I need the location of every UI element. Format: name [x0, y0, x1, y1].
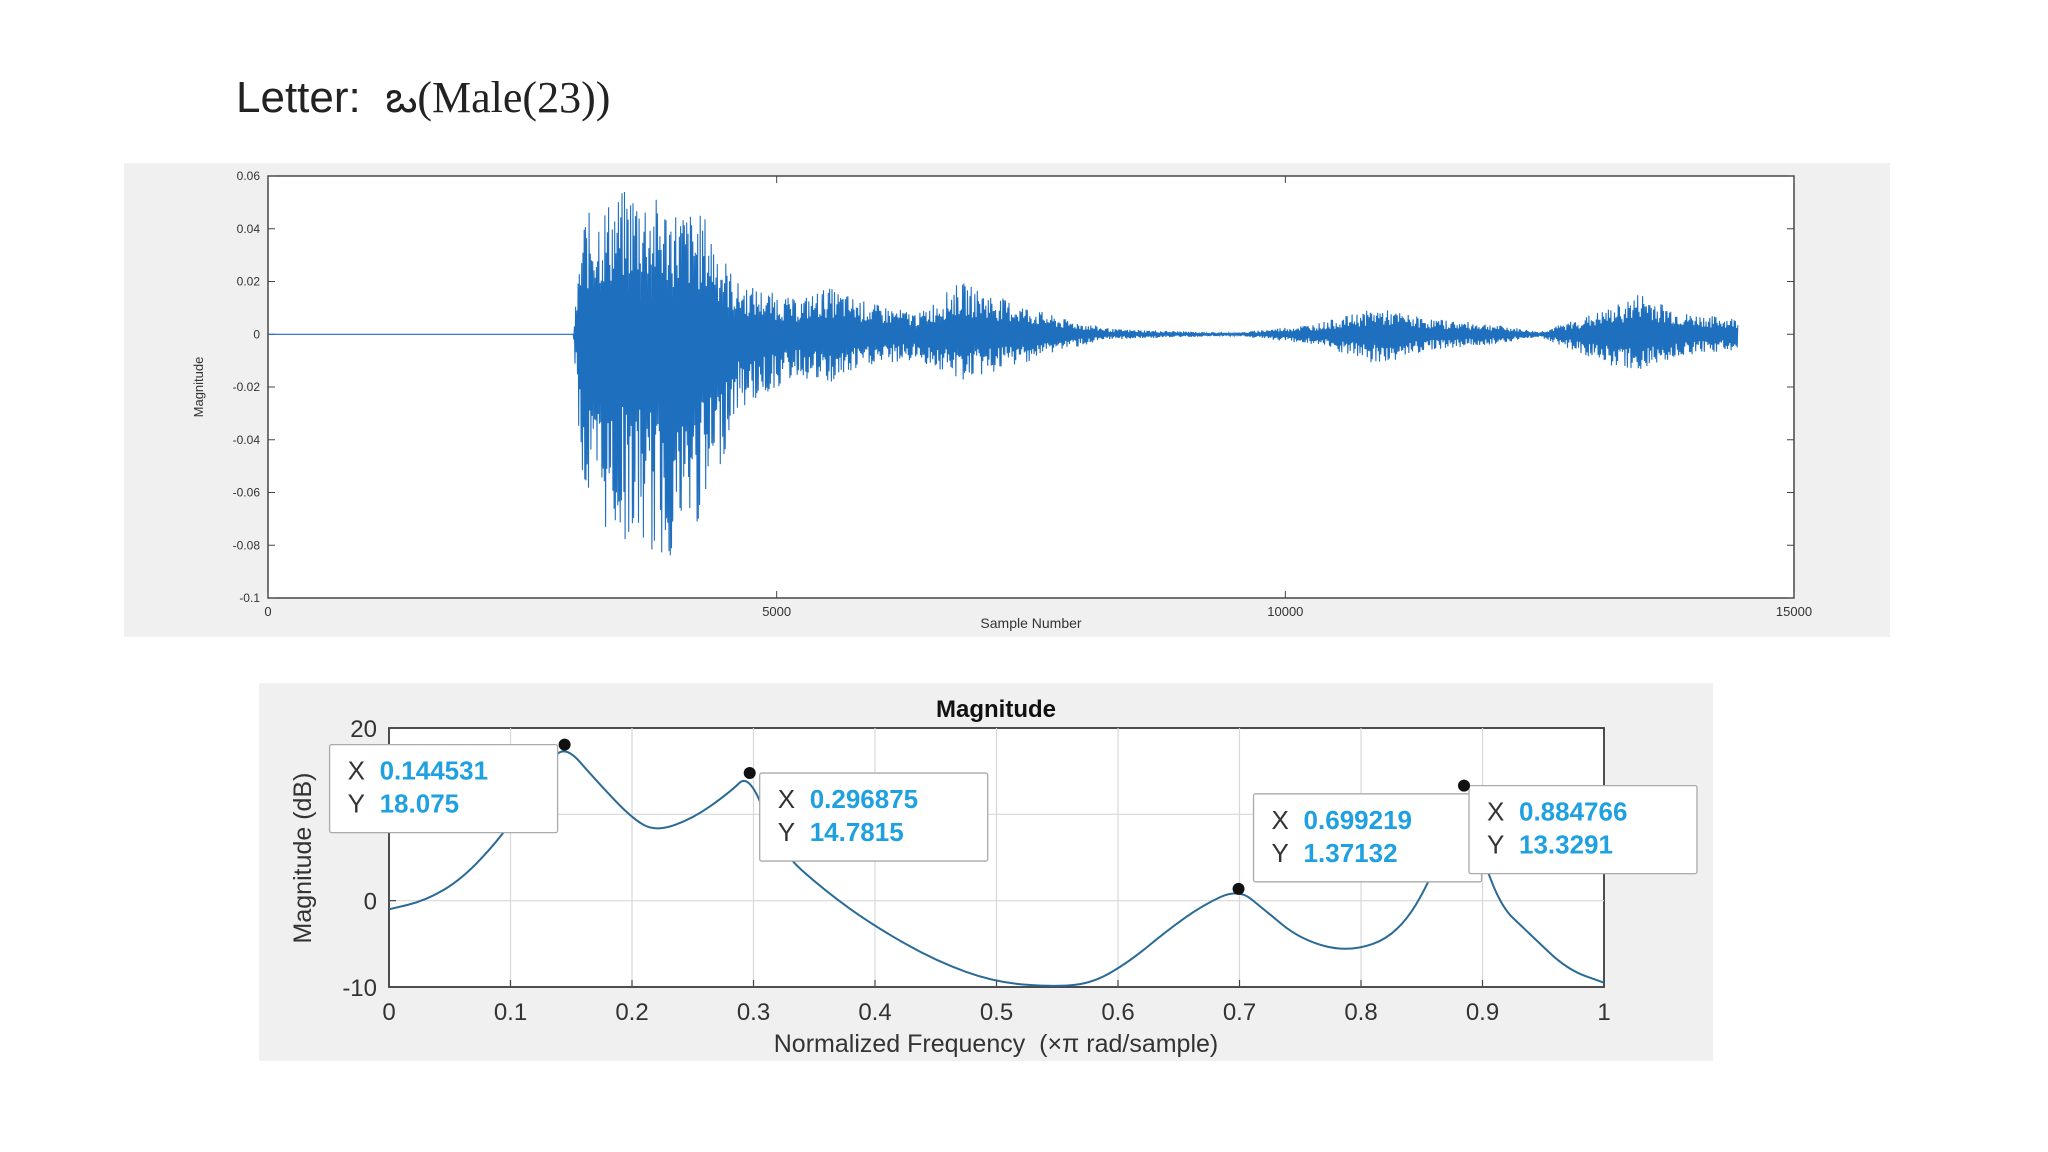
datatip-box: [1468, 784, 1698, 875]
magnitude-x-tick-label: 0.8: [1344, 999, 1377, 1026]
waveform-y-tick-label: 0: [253, 327, 260, 341]
page-title-prefix: Letter:: [236, 73, 361, 122]
magnitude-y-axis-label: Magnitude (dB): [289, 773, 317, 944]
waveform-y-tick-label: 0.02: [237, 275, 261, 289]
datatip-box: [759, 772, 989, 862]
magnitude-x-tick-label: 0.2: [615, 999, 648, 1026]
datatip-y-value: 13.3291: [1519, 830, 1613, 860]
datatip-marker: [1457, 779, 1470, 792]
magnitude-x-tick-label: 0.3: [737, 999, 770, 1026]
datatip-box: [328, 743, 559, 834]
datatip-x-label: X: [348, 756, 365, 786]
datatip-x-value: 0.296875: [810, 784, 918, 814]
waveform-y-tick-label: 0.06: [237, 169, 261, 183]
datatip-y-value: 1.37132: [1304, 838, 1398, 868]
datatip-x-value: 0.884766: [1519, 797, 1627, 827]
waveform-y-tick-label: -0.1: [239, 591, 260, 605]
magnitude-x-tick-label: 0.1: [494, 999, 527, 1026]
waveform-x-tick-label: 10000: [1267, 604, 1303, 619]
magnitude-x-tick-label: 0.4: [858, 999, 891, 1026]
datatip-y-label: Y: [1272, 838, 1289, 868]
datatip-x-label: X: [1272, 805, 1289, 835]
magnitude-x-axis-label: Normalized Frequency (×π rad/sample): [774, 1030, 1219, 1058]
magnitude-x-tick-label: 0.5: [980, 999, 1013, 1026]
datatip-y-label: Y: [1487, 830, 1504, 860]
magnitude-title: Magnitude: [936, 696, 1056, 723]
waveform-y-tick-label: -0.04: [233, 433, 261, 447]
datatip-x-label: X: [1487, 797, 1504, 827]
page-title-letter: ఒ(Male(23)): [385, 73, 611, 122]
waveform-x-axis-label: Sample Number: [980, 615, 1081, 631]
datatip-x-label: X: [778, 784, 795, 814]
datatip-y-value: 18.075: [380, 789, 460, 819]
datatip-y-value: 14.7815: [810, 817, 904, 847]
waveform-series-line: [268, 191, 1739, 556]
datatip-y-label: Y: [778, 817, 795, 847]
magnitude-y-tick-label: 0: [364, 889, 377, 916]
waveform-plot-area: [267, 175, 1795, 599]
datatip-marker: [558, 738, 571, 751]
datatip-marker: [743, 767, 756, 780]
datatip-marker: [1232, 882, 1245, 895]
datatip-y-label: Y: [348, 789, 365, 819]
waveform-y-axis-label: Magnitude: [191, 357, 206, 418]
waveform-x-tick-label: 0: [264, 604, 271, 619]
waveform-x-tick-label: 5000: [762, 604, 791, 619]
magnitude-x-tick-label: 0.9: [1466, 999, 1499, 1026]
waveform-y-tick-label: -0.06: [233, 486, 261, 500]
magnitude-x-tick-label: 1: [1597, 999, 1610, 1026]
datatip-x-value: 0.144531: [380, 756, 488, 786]
magnitude-y-tick-label: -10: [342, 975, 377, 1002]
magnitude-x-tick-label: 0.6: [1101, 999, 1134, 1026]
magnitude-y-tick-label: 20: [350, 716, 377, 743]
page-title: Letter: ఒ(Male(23)): [236, 72, 610, 134]
waveform-x-tick-label: 15000: [1776, 604, 1812, 619]
waveform-chart: 0.06 0.04 0.02 0 -0.02 -0.04 -0.06 -0.08 -0.1 0 50…: [124, 163, 1890, 637]
waveform-y-tick-label: 0.04: [237, 222, 261, 236]
waveform-y-tick-label: -0.08: [233, 538, 261, 552]
magnitude-x-tick-label: 0.7: [1223, 999, 1256, 1026]
waveform-y-tick-label: -0.02: [233, 380, 261, 394]
datatip-x-value: 0.699219: [1304, 805, 1412, 835]
magnitude-x-tick-label: 0: [382, 999, 395, 1026]
